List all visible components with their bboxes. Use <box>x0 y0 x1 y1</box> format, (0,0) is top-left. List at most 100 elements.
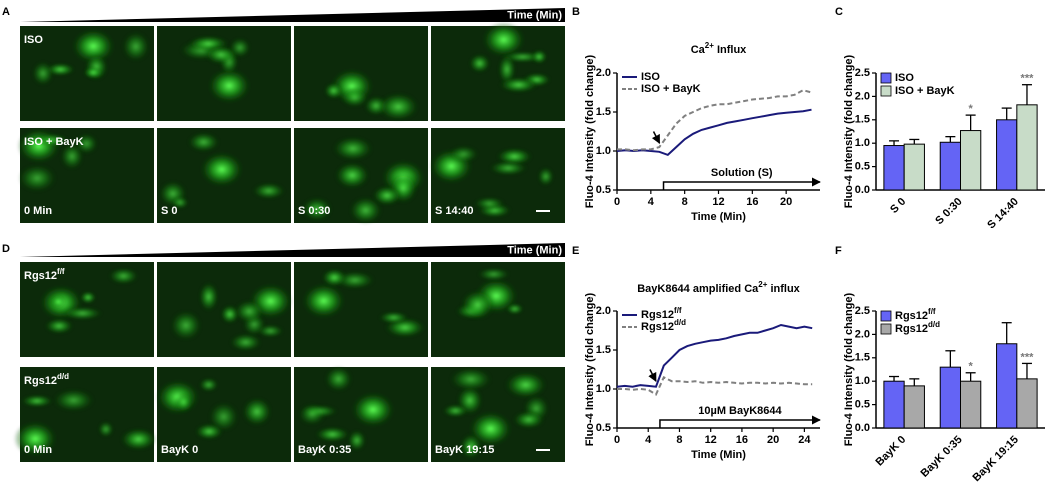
cell <box>473 196 506 211</box>
cell <box>170 195 190 210</box>
cell <box>449 367 493 392</box>
y-tick-label: 1.0 <box>855 137 870 149</box>
cell <box>512 410 546 430</box>
legend-label: ISO <box>641 71 660 83</box>
cell <box>228 37 252 59</box>
caption: BayK 19:15 <box>435 444 494 456</box>
onset-arrow <box>648 369 657 383</box>
panel-label: B <box>572 6 580 18</box>
x-tick-label: BayK 0:35 <box>919 434 965 480</box>
x-tick-label: S 0 <box>888 196 908 216</box>
row-label: Rgs12d/d <box>24 372 69 387</box>
annotation-bracket <box>662 177 821 190</box>
x-tick-label: 20 <box>767 434 779 446</box>
x-tick-label: S 14:40 <box>985 196 1021 232</box>
series-line <box>617 89 812 152</box>
caption: 0 Min <box>24 444 52 456</box>
cell <box>31 60 55 87</box>
onset-arrow <box>651 131 661 145</box>
superscript: d/d <box>57 372 69 381</box>
time-wedge <box>20 8 565 22</box>
cell <box>82 66 104 80</box>
x-tick-label: 24 <box>798 434 811 446</box>
y-tick-label: 0.0 <box>855 422 870 434</box>
y-tick-label: 0.5 <box>596 184 611 196</box>
series-line <box>616 108 812 157</box>
cell <box>460 289 496 321</box>
cell <box>323 82 344 100</box>
time-label: Time (Min) <box>507 244 562 256</box>
text-part: ISO <box>641 71 660 83</box>
cell <box>321 268 348 288</box>
text-part: Rgs12 <box>895 323 928 335</box>
cell <box>71 28 116 65</box>
text-part: influx <box>767 283 800 295</box>
y-tick-label: 1.5 <box>596 344 611 356</box>
cell <box>13 420 58 457</box>
cell <box>121 31 151 63</box>
cell <box>49 294 67 309</box>
cell <box>107 267 140 285</box>
legend-label: ISO + BayK <box>641 83 701 95</box>
superscript: 2+ <box>758 280 767 289</box>
superscript: 2+ <box>705 41 714 50</box>
cell <box>119 427 157 451</box>
legend-label: Rgs12d/d <box>895 320 940 335</box>
panel-label: E <box>572 245 579 257</box>
cell <box>448 145 479 164</box>
text-part: BayK8644 amplified Ca <box>637 283 759 295</box>
text-part: ISO <box>895 72 914 84</box>
cell <box>35 133 69 147</box>
y-tick-label: 2.0 <box>855 90 870 102</box>
x-axis-title: Time (Min) <box>691 211 746 223</box>
cell <box>61 306 104 321</box>
bar <box>996 343 1018 429</box>
cell <box>187 131 221 153</box>
cell <box>52 388 95 413</box>
x-axis-title: Time (Min) <box>691 449 746 461</box>
panel-label: D <box>2 243 10 255</box>
x-tick-label: 12 <box>705 434 717 446</box>
y-tick-label: 2.0 <box>596 305 611 317</box>
chart-title: Ca2+ Influx <box>691 41 747 56</box>
cell <box>488 160 528 176</box>
cell <box>241 396 273 427</box>
cell <box>350 391 395 428</box>
cell <box>301 282 346 319</box>
bar <box>883 145 905 191</box>
annotation-label: Solution (S) <box>711 167 773 179</box>
x-tick-label: 0 <box>614 196 620 208</box>
y-tick-label: 0.5 <box>855 399 870 411</box>
cell <box>59 142 85 171</box>
caption: S 0:30 <box>298 205 330 217</box>
cell <box>442 403 469 418</box>
cell <box>198 377 219 393</box>
x-tick-label: 16 <box>736 434 748 446</box>
cell <box>169 309 203 342</box>
cell <box>233 299 265 324</box>
bar <box>883 380 905 429</box>
superscript: d/d <box>674 318 686 327</box>
chart-title: BayK8644 amplified Ca2+ influx <box>637 280 800 295</box>
legend-label: Rgs12f/f <box>641 306 682 321</box>
bar <box>939 141 961 191</box>
y-tick-label: 2.5 <box>855 305 870 317</box>
bar <box>960 130 982 191</box>
significance: * <box>968 103 973 115</box>
cell <box>347 429 367 452</box>
cell <box>314 426 351 443</box>
significance: * <box>968 361 973 373</box>
cell <box>477 267 511 282</box>
text-part: Rgs12 <box>641 309 674 321</box>
y-tick-label: 1.5 <box>855 352 870 364</box>
bar <box>1016 104 1038 191</box>
superscript: f/f <box>57 267 65 276</box>
text-part: Rgs12 <box>895 310 928 322</box>
legend-swatch <box>880 310 892 322</box>
text-part: ISO + BayK <box>895 85 955 97</box>
y-tick-label: 2.0 <box>596 67 611 79</box>
text-part: Rgs12 <box>24 375 57 387</box>
y-axis-title: Fluo-4 Intensity (fold change) <box>843 54 855 208</box>
panel-label: A <box>2 6 10 18</box>
x-tick-label: 4 <box>648 196 655 208</box>
